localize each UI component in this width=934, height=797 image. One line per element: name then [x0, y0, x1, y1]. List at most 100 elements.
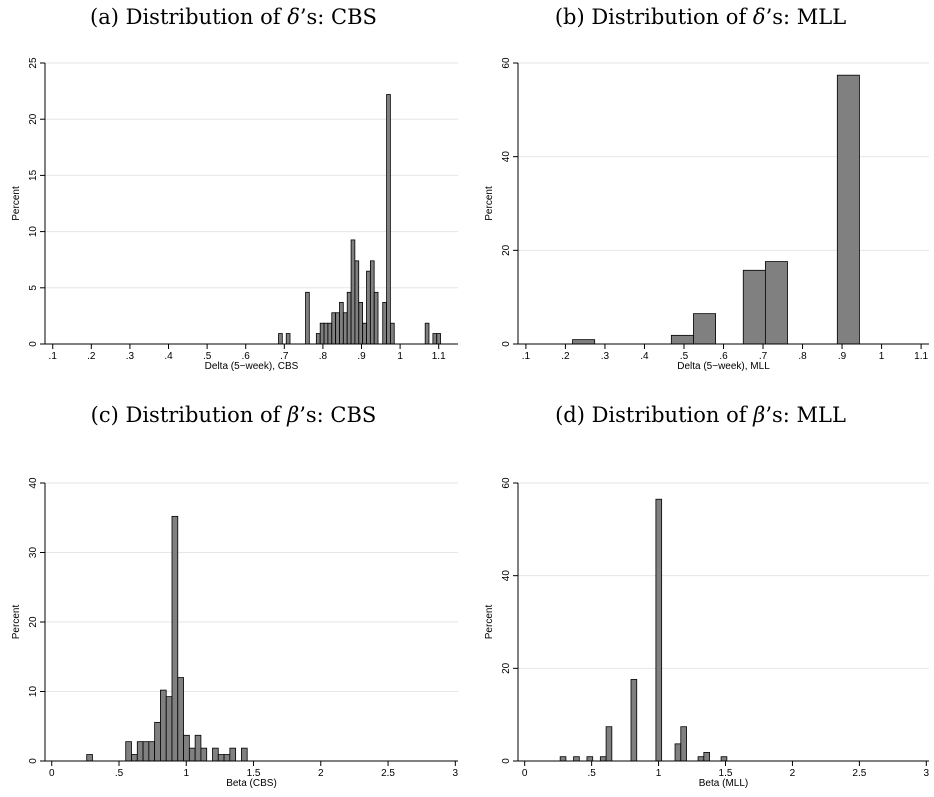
- y-tick-label: 60: [501, 57, 512, 69]
- histogram-bar: [572, 339, 596, 345]
- title-prefix: (b) Distribution of: [554, 5, 753, 29]
- y-tick-label: 25: [28, 57, 39, 69]
- y-tick-label: 30: [28, 547, 39, 559]
- x-tick-label: 3: [924, 768, 930, 779]
- title-suffix: ’s: CBS: [299, 403, 377, 427]
- x-axis-title: Delta (5−week), CBS: [205, 361, 299, 372]
- x-tick-label: .8: [798, 351, 807, 362]
- histogram-bar: [154, 721, 161, 762]
- histogram-bar: [432, 333, 438, 345]
- x-tick-label: .9: [838, 351, 847, 362]
- title-symbol: β: [287, 403, 300, 427]
- y-tick-label: 15: [28, 169, 39, 181]
- title-symbol: δ: [752, 5, 766, 29]
- histogram-bar: [697, 756, 705, 762]
- x-tick-label: 1.5: [247, 768, 261, 779]
- x-tick-label: 1.1: [914, 351, 928, 362]
- histogram-bar: [86, 754, 93, 762]
- histogram-bar: [382, 302, 387, 345]
- x-tick-label: .5: [587, 768, 596, 779]
- histogram-bar: [586, 756, 594, 762]
- histogram-bar: [342, 312, 348, 345]
- histogram-bar: [720, 756, 728, 762]
- x-tick-label: .8: [319, 351, 328, 362]
- title-suffix: ’s: MLL: [765, 403, 846, 427]
- histogram-bar: [148, 741, 156, 762]
- x-tick-label: .5: [203, 351, 212, 362]
- y-tick-label: 0: [28, 341, 39, 347]
- y-tick-label: 40: [28, 477, 39, 489]
- x-tick-label: .6: [719, 351, 728, 362]
- histogram-bar: [194, 734, 202, 762]
- x-tick-label: 2: [790, 768, 796, 779]
- x-tick-label: .7: [759, 351, 768, 362]
- histogram-bar: [693, 313, 716, 345]
- histogram-bar: [655, 498, 663, 762]
- histogram-bar: [160, 689, 167, 762]
- panel-b: (b) Distribution of δ’s: MLL 0 20 40 60 .1 .2…: [467, 0, 934, 398]
- histogram-bar: [674, 743, 682, 762]
- histogram-bar: [241, 747, 248, 762]
- histogram-bar: [285, 333, 291, 345]
- histogram-bar: [369, 260, 375, 345]
- x-tick-label: 2: [318, 768, 324, 779]
- histogram-bar: [200, 747, 208, 762]
- y-tick-label: 0: [501, 758, 512, 764]
- x-axis-title: Delta (5−week), MLL: [677, 361, 770, 372]
- histogram-bar: [339, 302, 344, 345]
- x-tick-label: .3: [126, 351, 135, 362]
- y-tick-label: 20: [28, 113, 39, 125]
- histogram-bar: [183, 734, 190, 762]
- y-tick-label: 0: [501, 341, 512, 347]
- histogram-bar: [424, 322, 430, 345]
- x-tick-label: .2: [87, 351, 96, 362]
- histogram-bar: [386, 94, 391, 345]
- x-tick-label: 3: [453, 768, 459, 779]
- y-tick-label: 0: [28, 758, 39, 764]
- x-tick-label: 1: [656, 768, 662, 779]
- x-tick-label: .6: [242, 351, 251, 362]
- histogram-bar: [362, 322, 367, 345]
- x-tick-label: 1.5: [719, 768, 733, 779]
- y-tick-label: 20: [28, 616, 39, 628]
- histogram-bar: [229, 747, 237, 762]
- y-axis-title: Percent: [484, 605, 495, 640]
- histogram-bar: [366, 270, 371, 345]
- histogram-bar: [436, 333, 441, 345]
- histogram-bar: [323, 322, 329, 345]
- histogram-bar: [764, 261, 788, 345]
- x-tick-label: .2: [561, 351, 570, 362]
- histogram-delta-mll: 0 20 40 60 .1 .2 .3 .4 .5 .6 .7 .8 .9 1 1.1 Delta (5−we…: [484, 57, 929, 372]
- x-tick-label: 1: [183, 768, 189, 779]
- panel-title: (d) Distribution of β’s: MLL: [467, 398, 934, 432]
- x-tick-label: 1: [879, 351, 885, 362]
- histogram-bar: [278, 333, 283, 345]
- y-axis-title: Percent: [11, 605, 22, 640]
- histogram-bar: [599, 756, 607, 762]
- panel-c: (c) Distribution of β’s: CBS 0 10 20 30 40 0.…: [0, 398, 467, 797]
- y-tick-label: 40: [501, 570, 512, 582]
- x-tick-label: 1: [397, 351, 403, 362]
- title-prefix: (d) Distribution of: [555, 403, 754, 427]
- histogram-beta-mll: 0 20 40 60 0 .5 1 1.5 2 2.5 3 Beta (MLL) Percent: [484, 477, 930, 789]
- x-tick-label: 2.5: [381, 768, 395, 779]
- histogram-bar: [630, 679, 638, 762]
- y-tick-label: 60: [501, 477, 512, 489]
- x-tick-label: 0: [49, 768, 55, 779]
- histogram-bar: [573, 756, 580, 762]
- histogram-bar: [212, 747, 219, 762]
- histogram-bar: [217, 754, 225, 762]
- panel-a: (a) Distribution of δ’s: CBS 0 5 10 15 20 25.…: [0, 0, 467, 398]
- histogram-bar: [670, 334, 694, 345]
- histogram-bar: [346, 291, 352, 345]
- histogram-bar: [350, 239, 356, 345]
- histogram-bar: [331, 312, 336, 345]
- histogram-bar: [354, 260, 360, 345]
- histogram-bar: [305, 291, 310, 345]
- title-symbol: δ: [287, 5, 300, 29]
- panel-title: (a) Distribution of δ’s: CBS: [0, 0, 467, 34]
- histogram-bar: [188, 747, 196, 762]
- x-tick-label: 2.5: [852, 768, 866, 779]
- x-tick-label: 0: [522, 768, 528, 779]
- histogram-bar: [131, 754, 138, 762]
